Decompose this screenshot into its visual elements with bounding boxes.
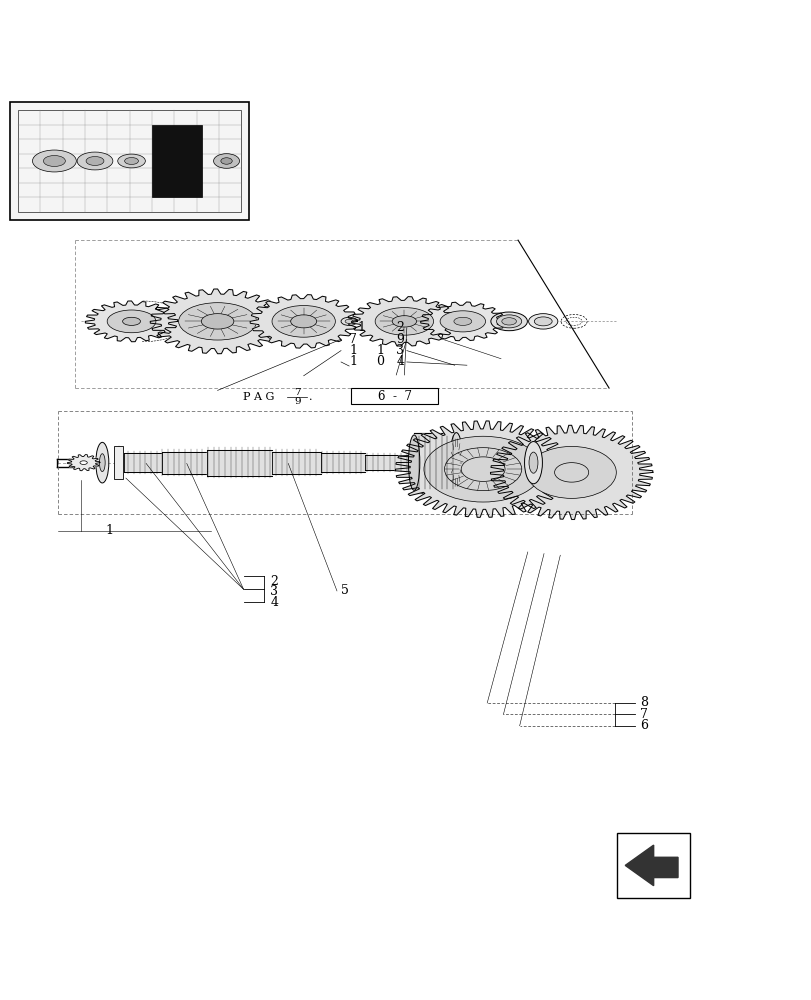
Ellipse shape [526,446,616,498]
Polygon shape [351,297,457,346]
Bar [616,833,689,898]
Ellipse shape [77,152,113,170]
Text: 6  -  7: 6 - 7 [377,390,411,403]
Text: 7: 7 [294,388,300,397]
Text: 7: 7 [639,708,647,721]
Polygon shape [414,433,456,493]
Bar [350,388,438,404]
Text: 3: 3 [396,344,404,357]
Text: 4: 4 [270,596,278,609]
Ellipse shape [44,156,65,166]
Text: 4: 4 [396,355,404,368]
Polygon shape [624,845,677,886]
Ellipse shape [345,319,353,323]
Bar [18,110,241,212]
Text: 1: 1 [349,355,357,368]
Ellipse shape [440,311,485,332]
Text: 9: 9 [294,397,300,406]
Polygon shape [250,295,357,348]
Polygon shape [320,453,365,472]
Polygon shape [490,425,652,519]
Polygon shape [272,452,320,474]
Ellipse shape [32,150,76,172]
Ellipse shape [290,315,316,328]
Polygon shape [150,289,285,354]
Ellipse shape [107,310,156,333]
Ellipse shape [79,461,87,464]
Text: 2: 2 [396,321,404,334]
Bar [152,125,202,197]
Text: 1: 1 [349,344,357,357]
Ellipse shape [122,317,140,325]
Ellipse shape [449,433,462,493]
Polygon shape [67,455,100,471]
Ellipse shape [534,317,551,326]
Text: 7: 7 [349,333,357,346]
Ellipse shape [529,452,538,473]
Polygon shape [207,450,272,476]
Text: 8: 8 [639,696,647,709]
Text: 5: 5 [341,584,349,597]
Polygon shape [162,452,207,474]
Polygon shape [85,301,178,342]
Polygon shape [124,453,162,472]
Text: 1: 1 [105,524,114,537]
Text: 1: 1 [357,321,365,334]
Text: 9: 9 [396,333,404,346]
Ellipse shape [118,154,145,168]
Ellipse shape [86,157,104,165]
Ellipse shape [392,316,416,327]
Polygon shape [365,455,414,470]
Ellipse shape [524,442,542,484]
Ellipse shape [490,312,527,331]
Ellipse shape [375,308,433,335]
Ellipse shape [213,154,239,168]
Text: 0: 0 [375,355,384,368]
Text: .: . [309,392,312,402]
Text: 1: 1 [375,344,384,357]
Ellipse shape [453,317,471,325]
Text: 2: 2 [270,575,278,588]
Ellipse shape [124,158,138,164]
Ellipse shape [96,442,109,483]
Bar [114,446,123,479]
Text: 6: 6 [639,719,647,732]
Ellipse shape [423,436,542,502]
Ellipse shape [99,454,105,472]
Ellipse shape [341,317,357,325]
Text: P A G: P A G [242,392,273,402]
Ellipse shape [528,314,557,329]
Ellipse shape [201,314,234,329]
Ellipse shape [221,158,232,164]
Polygon shape [420,302,504,341]
Text: 3: 3 [270,585,278,598]
Ellipse shape [496,315,521,328]
Ellipse shape [272,306,335,337]
Ellipse shape [408,435,419,490]
Ellipse shape [501,318,516,325]
Bar [10,102,249,220]
Ellipse shape [178,303,256,340]
Polygon shape [395,421,570,517]
